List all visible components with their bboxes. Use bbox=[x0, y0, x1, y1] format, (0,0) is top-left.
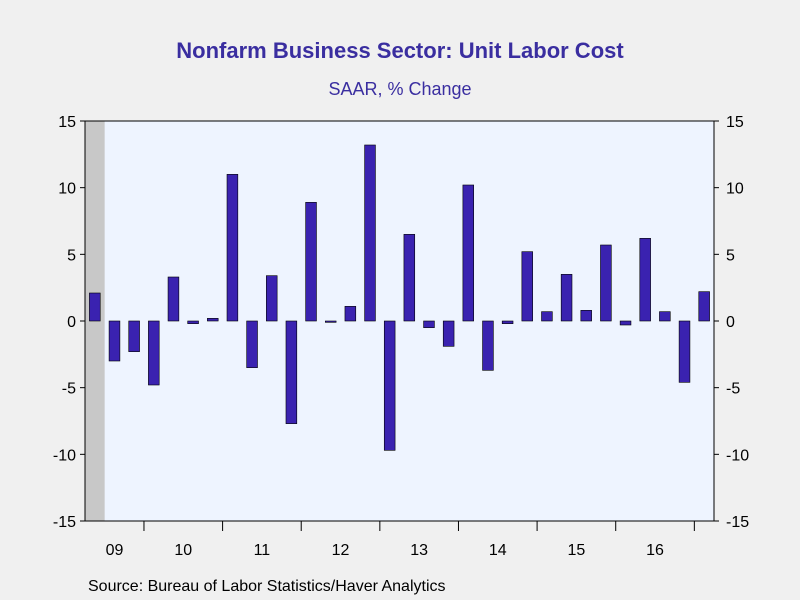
y-tick-label-left: 15 bbox=[58, 114, 76, 131]
bar bbox=[521, 251, 533, 322]
bar bbox=[678, 320, 691, 383]
bar bbox=[403, 234, 416, 322]
y-tick-label-right: -10 bbox=[726, 447, 749, 464]
x-tick-label: 12 bbox=[332, 542, 350, 559]
y-tick-label-right: -15 bbox=[726, 514, 749, 531]
bar bbox=[246, 320, 258, 368]
bar bbox=[324, 320, 337, 323]
y-tick-label-left: 5 bbox=[67, 247, 76, 264]
bar bbox=[226, 174, 239, 322]
x-tick-label: 14 bbox=[489, 542, 507, 559]
bar bbox=[541, 311, 553, 322]
bar bbox=[442, 320, 455, 347]
plot-area bbox=[85, 121, 714, 521]
bar bbox=[600, 244, 612, 322]
chart-subtitle: SAAR, % Change bbox=[328, 79, 472, 99]
x-tick-label: 13 bbox=[410, 542, 428, 559]
bar bbox=[108, 320, 121, 362]
bar bbox=[305, 202, 317, 322]
bar bbox=[501, 320, 514, 324]
y-tick-label-right: 0 bbox=[726, 314, 735, 331]
x-tick-label: 15 bbox=[568, 542, 586, 559]
bar bbox=[89, 292, 101, 322]
bar bbox=[423, 320, 435, 328]
bar bbox=[167, 276, 180, 322]
y-tick-label-left: -10 bbox=[53, 447, 76, 464]
source-note: Source: Bureau of Labor Statistics/Haver… bbox=[88, 578, 446, 595]
x-tick-label: 10 bbox=[174, 542, 192, 559]
bar bbox=[639, 238, 651, 322]
y-tick-label-right: 5 bbox=[726, 247, 735, 264]
chart-title: Nonfarm Business Sector: Unit Labor Cost bbox=[176, 38, 624, 63]
bar bbox=[619, 320, 632, 326]
bar bbox=[580, 310, 592, 322]
y-tick-label-left: -15 bbox=[53, 514, 76, 531]
bar bbox=[560, 274, 573, 322]
bar bbox=[364, 144, 376, 322]
bar bbox=[285, 320, 298, 424]
bar bbox=[698, 291, 710, 322]
x-tick-label: 11 bbox=[254, 542, 271, 559]
bar bbox=[128, 320, 140, 352]
y-tick-label-right: 15 bbox=[726, 114, 744, 131]
bar bbox=[187, 320, 199, 324]
bar bbox=[148, 320, 160, 386]
bar bbox=[462, 184, 475, 322]
bar bbox=[344, 306, 357, 322]
y-tick-label-right: 10 bbox=[726, 181, 744, 198]
bar bbox=[482, 320, 494, 371]
y-tick-label-left: 10 bbox=[58, 181, 76, 198]
y-tick-label-right: -5 bbox=[726, 381, 740, 398]
bar bbox=[659, 311, 671, 322]
bar bbox=[383, 320, 396, 451]
y-tick-label-left: -5 bbox=[62, 381, 76, 398]
bar bbox=[266, 275, 278, 322]
y-tick-label-left: 0 bbox=[67, 314, 76, 331]
bar bbox=[207, 318, 219, 322]
x-tick-label: 16 bbox=[646, 542, 664, 559]
x-tick-label: 09 bbox=[106, 542, 124, 559]
